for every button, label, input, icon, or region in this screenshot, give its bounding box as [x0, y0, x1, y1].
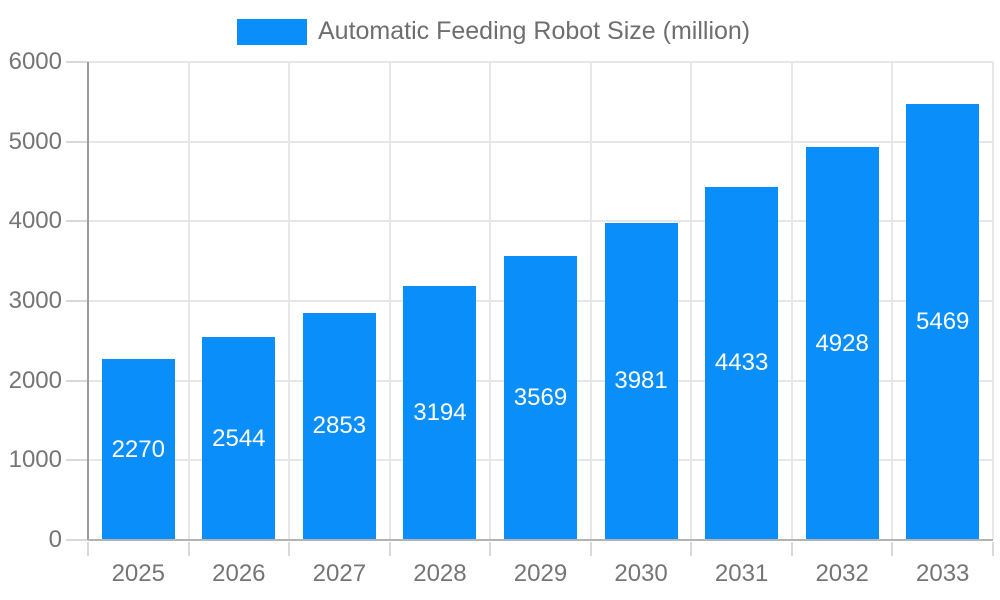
- x-tick-label: 2031: [714, 560, 769, 587]
- x-gridline: [891, 62, 894, 540]
- x-tick-label: 2027: [312, 560, 367, 587]
- x-axis-tick: [690, 542, 693, 556]
- legend-item[interactable]: Automatic Feeding Robot Size (million): [237, 18, 750, 45]
- bar-2033[interactable]: 5469: [906, 104, 980, 540]
- x-tick-label: 2025: [111, 560, 165, 587]
- bar-value-label: 3569: [513, 383, 568, 411]
- y-tick-label: 4000: [8, 207, 62, 235]
- x-gridline: [589, 62, 592, 540]
- bar-value-label: 4928: [815, 329, 869, 357]
- y-axis-tick: [66, 459, 88, 462]
- x-gridline: [388, 62, 391, 540]
- y-tick-label: 3000: [8, 287, 62, 314]
- x-tick-label: 2030: [614, 560, 668, 587]
- y-axis-tick: [66, 220, 88, 223]
- x-tick-label: 2026: [212, 560, 266, 587]
- x-axis-line: [88, 539, 993, 541]
- y-tick-label: 1000: [8, 446, 62, 474]
- bar-value-label: 5469: [916, 308, 970, 336]
- y-axis-tick: [66, 539, 88, 541]
- y-gridline: [88, 61, 993, 63]
- x-axis-tick: [790, 542, 793, 556]
- bar-value-label: 3981: [614, 367, 668, 395]
- x-gridline: [790, 62, 793, 540]
- y-tick-label: 6000: [8, 48, 62, 75]
- y-gridline: [88, 220, 993, 223]
- bar-value-label: 3194: [413, 398, 467, 426]
- y-axis-line: [87, 62, 89, 540]
- x-axis-tick: [87, 542, 89, 556]
- y-axis-tick: [66, 300, 88, 302]
- y-axis-tick: [66, 140, 88, 143]
- x-gridline: [187, 62, 190, 540]
- bar-2030[interactable]: 3981: [604, 222, 678, 540]
- bar-value-label: 4433: [714, 349, 769, 377]
- x-axis-tick: [288, 542, 291, 556]
- x-gridline: [489, 62, 492, 540]
- y-tick-label: 2000: [8, 366, 62, 394]
- x-tick-label: 2033: [916, 560, 970, 587]
- bar-value-label: 2544: [212, 424, 266, 452]
- x-gridline: [690, 62, 693, 540]
- x-axis-tick: [891, 542, 894, 556]
- x-tick-label: 2029: [513, 560, 568, 587]
- legend-label: Automatic Feeding Robot Size (million): [318, 17, 751, 45]
- bar-value-label: 2270: [111, 435, 165, 463]
- x-axis-tick: [388, 542, 391, 556]
- y-axis-tick: [66, 379, 88, 382]
- bar-2025[interactable]: 2270: [101, 359, 175, 540]
- legend-swatch-icon: [237, 18, 307, 45]
- x-tick-label: 2028: [413, 560, 467, 587]
- y-tick-label: 5000: [8, 127, 62, 155]
- x-axis-tick: [992, 542, 994, 556]
- x-axis-tick: [489, 542, 492, 556]
- bar-2027[interactable]: 2853: [302, 312, 376, 540]
- x-axis-tick: [589, 542, 592, 556]
- bar-value-label: 2853: [312, 412, 367, 440]
- y-axis-tick: [66, 61, 88, 63]
- bar-2026[interactable]: 2544: [202, 337, 276, 540]
- bar-2031[interactable]: 4433: [705, 186, 779, 540]
- y-tick-label: 0: [48, 526, 62, 553]
- y-gridline: [88, 140, 993, 143]
- x-axis-tick: [187, 542, 190, 556]
- x-tick-label: 2032: [815, 560, 869, 587]
- bar-2029[interactable]: 3569: [504, 255, 577, 540]
- x-gridline: [288, 62, 291, 540]
- x-gridline: [992, 62, 994, 540]
- bar-2028[interactable]: 3194: [403, 285, 477, 540]
- bar-2032[interactable]: 4928: [805, 147, 879, 540]
